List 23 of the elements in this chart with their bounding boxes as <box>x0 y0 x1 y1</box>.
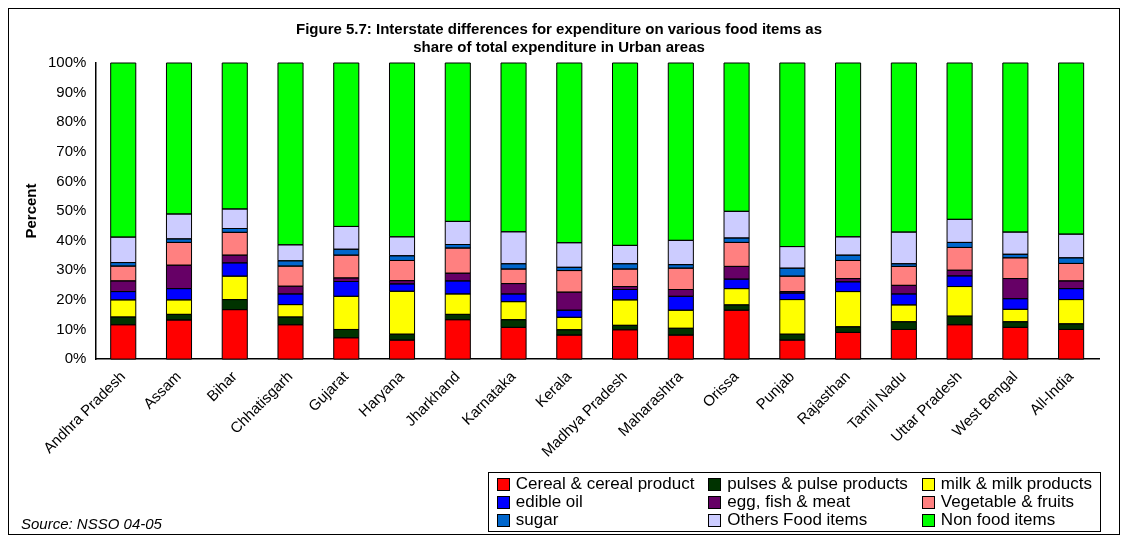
y-tick-label: 60% <box>56 171 87 189</box>
y-tick-label: 20% <box>56 290 87 308</box>
y-tick-label: 10% <box>56 319 87 337</box>
y-tick-label: 90% <box>56 82 87 100</box>
y-axis-title: Percent <box>22 183 40 239</box>
legend-label: milk & milk products <box>940 474 1092 493</box>
legend-label: Non food items <box>940 510 1056 529</box>
y-tick-label: 30% <box>56 260 87 278</box>
y-tick-label: 40% <box>56 230 87 248</box>
legend-label: pulses & pulse products <box>727 474 908 493</box>
chart-title: Figure 5.7: Interstate differences for expenditure on various food items as share of total expenditure in Urban areas <box>296 20 822 56</box>
legend-label: edible oil <box>515 492 583 511</box>
legend-label: Others Food items <box>727 510 868 529</box>
y-tick-label: 80% <box>56 112 87 130</box>
legend-label: Vegetable & fruits <box>940 492 1075 511</box>
y-tick-label: 70% <box>56 141 87 159</box>
y-tick-label: 0% <box>64 349 87 367</box>
y-tick-label: 50% <box>56 201 87 219</box>
source-note: Source: NSSO 04-05 <box>21 515 162 532</box>
legend-label: sugar <box>515 510 559 529</box>
y-tick-label: 100% <box>47 53 87 71</box>
legend-label: egg, fish & meat <box>727 492 851 511</box>
legend-label: Cereal & cereal product <box>515 474 695 493</box>
